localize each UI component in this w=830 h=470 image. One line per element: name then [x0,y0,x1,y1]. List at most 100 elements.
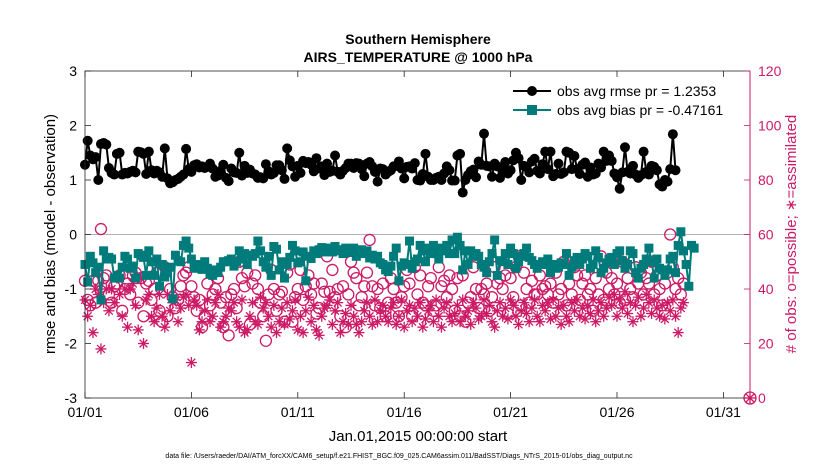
asterisk-stroke [149,317,159,327]
asterisk-stroke [237,295,247,305]
asterisk-stroke [272,328,281,337]
asterisk-stroke [123,322,132,332]
legend-rmse-label: obs avg rmse pr = 1.2353 [557,83,716,99]
assimilated-obs-point [268,299,280,311]
bias-point [434,254,444,264]
asterisk-stroke [490,322,499,332]
asterisk-stroke [458,295,468,305]
rmse-point [516,175,527,185]
bias-point [258,257,268,267]
asterisk-stroke [155,290,164,299]
asterisk-stroke [607,301,617,310]
rmse-series [80,128,681,198]
asterisk-stroke [301,306,311,316]
asterisk-stroke [620,287,630,297]
assimilated-obs-point [462,305,474,317]
assimilated-obs-point [632,291,644,303]
possible-obs-point [589,271,602,285]
assimilated-obs-point [252,318,264,330]
assimilated-obs-point [271,327,283,339]
asterisk-stroke [631,301,640,310]
rmse-point [553,158,564,169]
asterisk-stroke [479,295,489,305]
bias-point [577,254,587,264]
assimilated-obs-point [619,286,631,298]
assimilated-obs-point [148,316,160,328]
rmse-point [258,173,269,184]
rmse-point [114,147,125,158]
bias-point [253,236,263,246]
bias-point [128,261,138,271]
bias-point [593,252,603,262]
assimilated-obs-point [87,327,99,339]
bias-point [641,254,651,264]
possible-obs-point [318,285,331,298]
rmse-point [619,142,630,153]
asterisk-stroke [415,298,425,307]
asterisk-stroke [391,320,401,329]
assimilated-obs-point [241,324,253,336]
bias-point [684,281,694,291]
bias-point [407,263,417,273]
bias-point [139,252,149,262]
assimilated-obs-point [247,297,259,309]
assimilated-obs-point [414,297,426,309]
asterisk-stroke [232,317,241,327]
legend-bias-label: obs avg bias pr = -0.47161 [557,102,723,118]
bias-point [256,246,266,256]
rmse-point [638,146,649,157]
assimilated-obs-point [228,297,240,309]
assimilated-obs-point [563,316,575,328]
assimilated-obs-point [361,297,373,309]
possible-obs-point [363,233,376,247]
assimilated-obs-point [502,313,514,325]
bias-point [144,246,154,256]
assimilated-obs-point [481,308,493,320]
assimilated-obs-point [138,338,150,349]
rmse-point [457,187,468,198]
possible-obs-point [642,277,656,290]
asterisk-stroke [264,311,273,321]
asterisk-stroke [253,320,263,329]
bias-point [599,263,609,273]
bias-point [442,240,452,250]
rmse-point [662,176,673,187]
bias-point [295,257,305,267]
y-tick-label: 1 [69,172,77,188]
asterisk-stroke [104,306,114,316]
assimilated-obs-point [130,299,142,311]
asterisk-stroke [328,320,337,329]
assimilated-obs-point [196,316,208,328]
asterisk-stroke [397,295,406,305]
asterisk-stroke [325,295,335,305]
assimilated-obs-point [302,291,314,303]
bias-point [617,256,627,266]
assimilated-obs-point [332,297,344,309]
asterisk-stroke [442,298,452,307]
asterisk-stroke [144,290,154,299]
bias-point [200,257,210,267]
bias-point [402,259,412,269]
assimilated-obs-point [207,310,219,322]
asterisk-stroke [317,311,327,321]
assimilated-obs-point [529,294,541,306]
bias-point [405,236,415,246]
assimilated-obs-point [672,327,684,339]
assimilated-obs-point [305,316,317,328]
bias-point [194,259,204,269]
bias-point [176,257,186,267]
assimilated-obs-point [217,316,229,328]
asterisk-stroke [609,290,619,299]
asterisk-stroke [312,325,321,335]
assimilated-obs-point [678,297,689,309]
assimilated-obs-point [547,294,559,306]
bias-point [147,257,156,267]
asterisk-stroke [213,290,223,299]
bias-point [290,246,300,256]
asterisk-stroke [378,301,388,310]
asterisk-stroke [394,311,404,321]
rmse-point [444,165,455,176]
asterisk-stroke [157,311,167,321]
assimilated-obs-point [417,321,429,333]
